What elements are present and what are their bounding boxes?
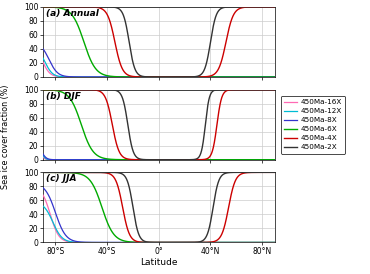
Text: (c) JJA: (c) JJA	[46, 175, 77, 184]
X-axis label: Latitude: Latitude	[140, 258, 178, 267]
Legend: 450Ma-16X, 450Ma-12X, 450Ma-8X, 450Ma-6X, 450Ma-4X, 450Ma-2X: 450Ma-16X, 450Ma-12X, 450Ma-8X, 450Ma-6X…	[281, 96, 345, 154]
Text: (b) DJF: (b) DJF	[46, 92, 81, 101]
Text: (a) Annual: (a) Annual	[46, 9, 99, 18]
Text: Sea ice cover fraction (%): Sea ice cover fraction (%)	[1, 85, 10, 189]
